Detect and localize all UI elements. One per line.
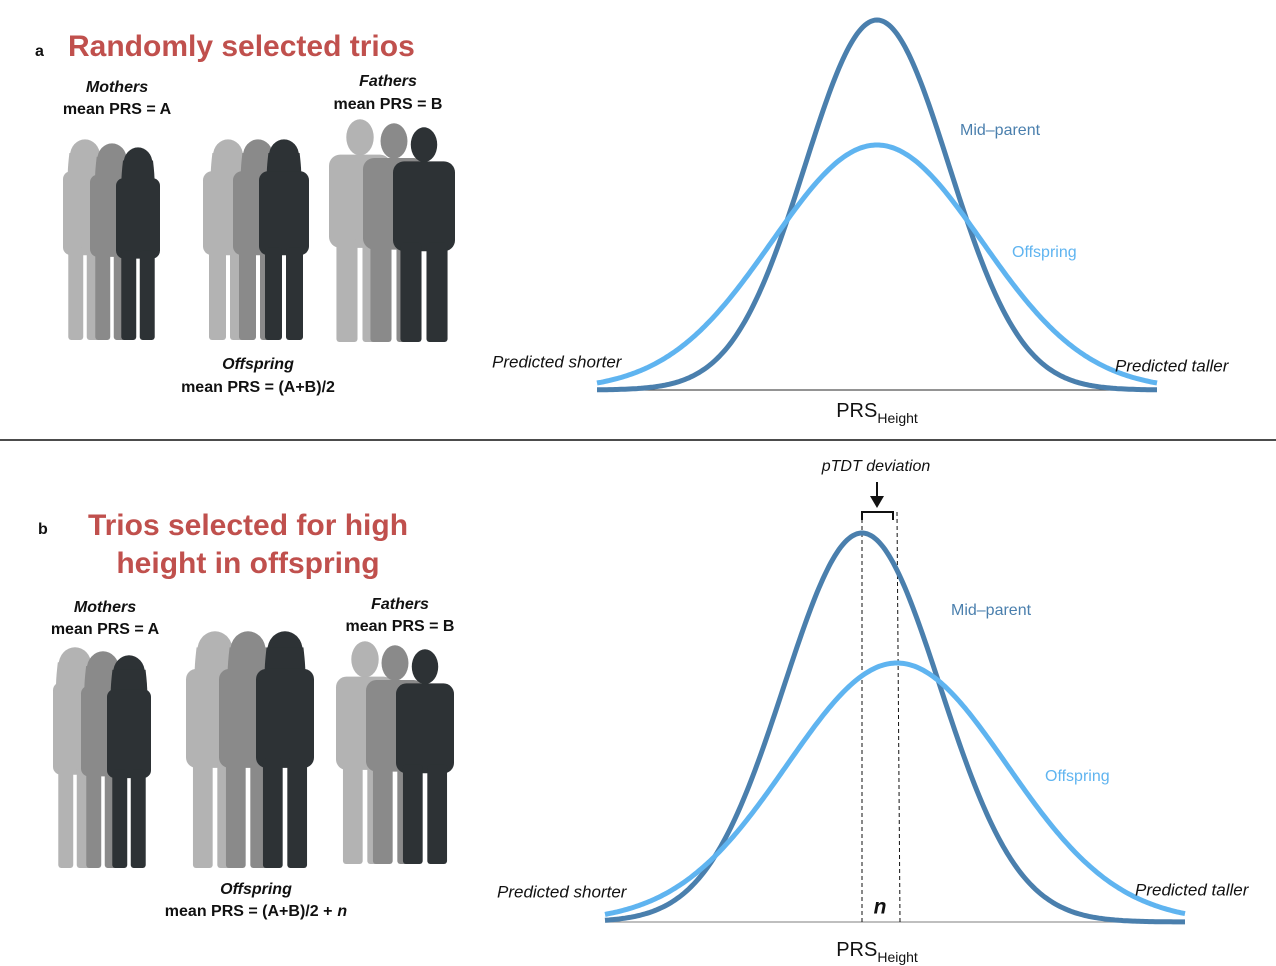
- silhouette-part: [107, 689, 151, 779]
- offspring-curve: [596, 142, 1158, 386]
- right-label: Predicted taller: [1135, 880, 1250, 899]
- silhouette-part: [112, 769, 128, 868]
- silhouette: [393, 127, 455, 342]
- silhouette-part: [259, 171, 309, 256]
- silhouette-part: [286, 247, 303, 340]
- mid-parent-curve: [597, 17, 1157, 393]
- silhouette-part: [86, 767, 102, 868]
- curve-label: Offspring: [1045, 768, 1110, 785]
- silhouettes: [53, 119, 455, 868]
- silhouette-part: [381, 645, 409, 681]
- silhouette-part: [427, 764, 448, 864]
- silhouette-part: [262, 758, 283, 868]
- silhouette-part: [426, 242, 448, 342]
- silhouette-part: [287, 758, 308, 868]
- group-mean: mean PRS = (A+B)/2 + n: [165, 903, 348, 920]
- left-label: Predicted shorter: [492, 352, 623, 371]
- silhouette: [396, 649, 454, 864]
- arrow-head: [870, 496, 884, 508]
- silhouette-part: [95, 249, 111, 340]
- silhouette-part: [346, 119, 374, 156]
- curve-label: Offspring: [1012, 244, 1077, 261]
- silhouette-part: [396, 683, 454, 774]
- panel-title: height in offspring: [116, 547, 379, 580]
- silhouette-part: [336, 238, 358, 342]
- deviation-symbol: n: [874, 896, 887, 919]
- silhouette-part: [192, 758, 213, 868]
- deviation-bracket: [861, 511, 894, 520]
- group-mean: mean PRS = (A+B)/2: [181, 379, 335, 396]
- deviation-label: pTDT deviation: [821, 458, 931, 475]
- silhouette-part: [239, 247, 256, 340]
- group-name: Offspring: [222, 356, 294, 373]
- silhouette-part: [130, 769, 146, 868]
- mean-symbol: n: [337, 903, 347, 920]
- group-name: Fathers: [371, 596, 429, 613]
- silhouette-part: [393, 161, 455, 252]
- right-label: Predicted taller: [1115, 356, 1230, 375]
- curve-label: Mid–parent: [960, 122, 1041, 139]
- group-name: Fathers: [359, 73, 417, 90]
- silhouette-part: [116, 177, 160, 259]
- silhouette-part: [121, 250, 137, 340]
- silhouette: [256, 631, 314, 868]
- axis-label: PRSHeight: [836, 400, 918, 425]
- silhouette-part: [351, 641, 379, 678]
- panel-title: Trios selected for high: [88, 509, 408, 542]
- silhouette-part: [370, 240, 392, 342]
- group-mean: mean PRS = A: [63, 101, 172, 118]
- group-mean: mean PRS = A: [51, 621, 160, 638]
- axis-main: PRS: [836, 400, 877, 422]
- axis-label: PRSHeight: [836, 939, 918, 964]
- silhouette-part: [209, 247, 226, 340]
- silhouette-part: [68, 247, 84, 340]
- axis-sub: Height: [877, 949, 918, 965]
- group-mean: mean PRS = B: [346, 618, 455, 635]
- silhouette-part: [372, 762, 393, 864]
- axis-sub: Height: [877, 410, 918, 426]
- silhouette-part: [256, 668, 314, 768]
- silhouette: [116, 147, 160, 340]
- mid-parent-curve: [604, 530, 1185, 925]
- left-label: Predicted shorter: [497, 882, 628, 901]
- silhouette-part: [380, 123, 408, 159]
- silhouette-part: [58, 765, 74, 868]
- axis-main: PRS: [836, 939, 877, 961]
- dashed-line: [896, 511, 901, 923]
- silhouette: [107, 655, 151, 868]
- silhouette-part: [139, 250, 155, 340]
- offspring-curve: [604, 660, 1186, 917]
- panel-label: b: [38, 521, 48, 538]
- silhouette-part: [342, 760, 363, 864]
- silhouette: [259, 139, 309, 340]
- silhouette-part: [402, 764, 423, 864]
- group-name: Offspring: [220, 881, 292, 898]
- curve-label: Mid–parent: [951, 602, 1032, 619]
- silhouette-part: [400, 242, 422, 342]
- silhouette-part: [265, 247, 282, 340]
- group-name: Mothers: [86, 79, 148, 96]
- silhouette-part: [225, 758, 246, 868]
- panel-title: Randomly selected trios: [68, 30, 415, 63]
- mean-text: mean PRS = (A+B)/2 +: [165, 903, 333, 920]
- silhouette-part: [411, 649, 439, 685]
- panel-label: a: [35, 43, 44, 60]
- group-mean: mean PRS = B: [334, 96, 443, 113]
- group-name: Mothers: [74, 599, 136, 616]
- silhouette-part: [410, 127, 438, 163]
